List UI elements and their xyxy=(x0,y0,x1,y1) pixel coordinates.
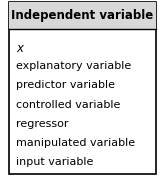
Text: controlled variable: controlled variable xyxy=(16,100,121,109)
Text: manipulated variable: manipulated variable xyxy=(16,138,135,148)
Text: explanatory variable: explanatory variable xyxy=(16,61,132,71)
Text: predictor variable: predictor variable xyxy=(16,80,115,90)
Bar xyxy=(9,2,156,29)
Text: regressor: regressor xyxy=(16,119,69,129)
Text: x: x xyxy=(16,42,23,55)
Text: Independent variable: Independent variable xyxy=(11,9,154,22)
Text: input variable: input variable xyxy=(16,157,94,167)
